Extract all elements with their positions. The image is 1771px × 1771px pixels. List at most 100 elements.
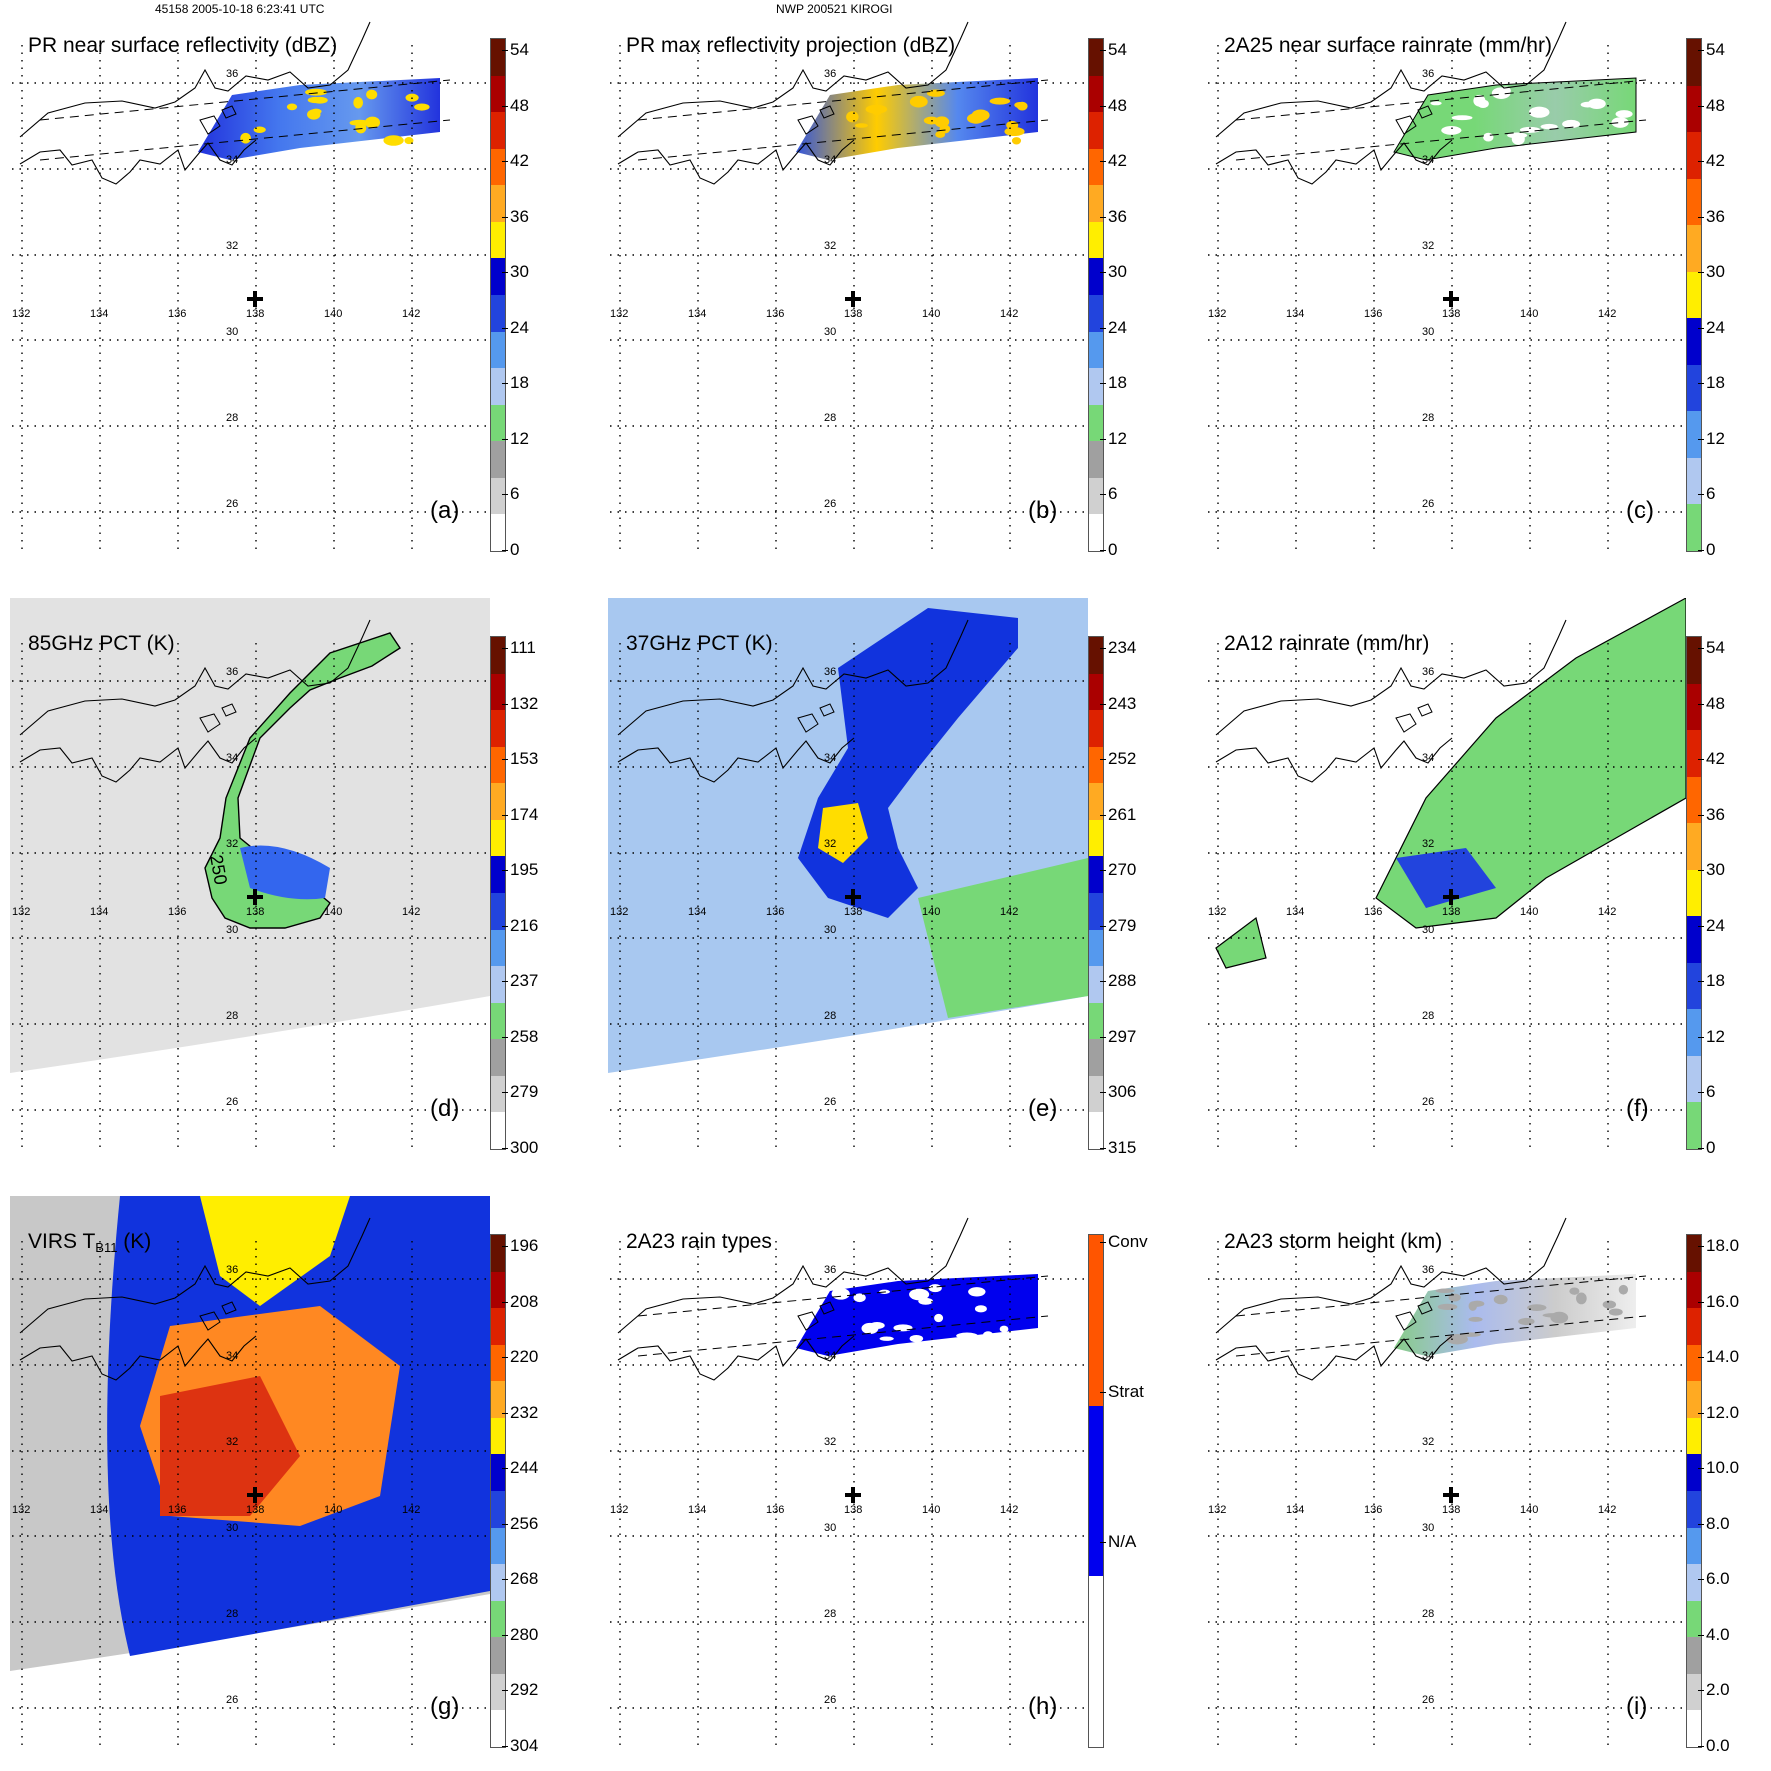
longitude-label: 142 — [1000, 308, 1018, 320]
colorbar-tick: 42 — [502, 151, 529, 171]
colorbar — [1686, 1234, 1702, 1748]
colorbar-segment — [491, 1075, 505, 1113]
colorbar-tick: 268 — [501, 1569, 539, 1589]
colorbar-tick: 6 — [1099, 484, 1118, 504]
colorbar-segment — [491, 514, 505, 551]
island-outline — [199, 105, 237, 135]
echo-cell — [853, 1293, 866, 1303]
latitude-label: 26 — [226, 1096, 238, 1108]
colorbar-tick: 111 — [502, 638, 536, 657]
colorbar-tick: 10.0 — [1697, 1458, 1740, 1478]
colorbar-segment — [491, 1527, 505, 1565]
echo-cell — [1483, 132, 1494, 142]
colorbar-tick: 244 — [501, 1458, 539, 1478]
echo-cell — [869, 1322, 885, 1329]
echo-cell — [1602, 1300, 1617, 1309]
colorbar-segment — [1687, 962, 1701, 1010]
colorbar-tick: 6 — [1697, 1082, 1716, 1102]
colorbar-segment — [1687, 1308, 1701, 1345]
colorbar-tick: 54 — [1100, 40, 1127, 59]
echo-cell — [934, 1313, 944, 1323]
longitude-label: 142 — [1000, 1504, 1018, 1516]
echo-cell — [1451, 115, 1473, 121]
colorbar-segment — [1687, 1491, 1701, 1528]
colorbar-segment — [1687, 683, 1701, 731]
colorbar-tick: 279 — [1099, 915, 1137, 935]
echo-cell — [414, 103, 430, 111]
colorbar-segment — [1089, 929, 1103, 967]
colorbar-segment — [491, 1308, 505, 1345]
colorbar-tick: 36 — [1698, 804, 1725, 824]
panel-label: (e) — [1028, 1095, 1058, 1122]
map-i: 132 134 136 138 140 142 36 34 32 30 28 26 — [1208, 1217, 1686, 1746]
echo-cell — [286, 103, 298, 111]
colorbar-segment — [491, 295, 505, 332]
colorbar-tick: 252 — [1099, 749, 1137, 769]
colorbar-tick: 48 — [1698, 95, 1725, 115]
panel-title: 2A23 storm height (km) — [1224, 1230, 1443, 1253]
panel-label: (d) — [430, 1095, 460, 1122]
longitude-label: 132 — [1208, 906, 1226, 918]
latitude-label: 36 — [824, 666, 836, 678]
swath-edge-line — [637, 1315, 1049, 1357]
colorbar-tick: 280 — [501, 1624, 539, 1644]
latitude-label: 30 — [824, 326, 836, 338]
echo-cell — [1615, 110, 1633, 118]
echo-cell — [312, 96, 328, 104]
echo-cell — [983, 1331, 993, 1338]
longitude-label: 142 — [402, 906, 420, 918]
longitude-label: 138 — [844, 906, 862, 918]
colorbar-segment — [1687, 132, 1701, 179]
echo-cell — [1587, 98, 1606, 109]
colorbar-tick: Conv — [1100, 1232, 1148, 1251]
swath-edge-line — [39, 119, 451, 161]
longitude-label: 132 — [12, 906, 30, 918]
colorbar-segment — [1089, 1576, 1103, 1747]
storm-center-marker — [247, 889, 263, 905]
colorbar-segment — [1089, 295, 1103, 332]
latitude-label: 36 — [1422, 666, 1434, 678]
echo-cell — [1468, 1301, 1477, 1311]
colorbar-segment — [1089, 368, 1103, 405]
colorbar-segment — [491, 1381, 505, 1418]
colorbar-tick: 196 — [501, 1236, 539, 1255]
colorbar-segment — [491, 783, 505, 820]
echo-cell — [1006, 120, 1019, 130]
colorbar-tick: 261 — [1099, 804, 1137, 824]
echo-cell — [999, 1325, 1009, 1333]
latitude-label: 32 — [824, 1436, 836, 1448]
longitude-label: 134 — [90, 906, 108, 918]
colorbar-segment — [1687, 1527, 1701, 1565]
panel-title: PR near surface reflectivity (dBZ) — [28, 34, 338, 57]
colorbar-segment — [1089, 514, 1103, 551]
colorbar-segment — [1089, 441, 1103, 478]
colorbar-segment — [1089, 819, 1103, 857]
colorbar-segment — [1687, 457, 1701, 505]
colorbar-segment — [491, 1039, 505, 1076]
latitude-label: 30 — [1422, 924, 1434, 936]
echo-cell — [1527, 1304, 1547, 1312]
colorbar-tick: 0.0 — [1698, 1736, 1730, 1755]
colorbar-segment — [491, 893, 505, 930]
longitude-label: 140 — [1520, 1504, 1538, 1516]
colorbar-segment — [1687, 1009, 1701, 1056]
colorbar-segment — [491, 746, 505, 784]
echo-cell — [939, 124, 951, 134]
colorbar-segment — [1687, 637, 1701, 684]
latitude-label: 34 — [226, 752, 238, 764]
island-outline — [797, 1301, 835, 1331]
echo-cell — [353, 96, 363, 109]
colorbar-tick: 216 — [501, 915, 539, 935]
colorbar-tick: 54 — [1698, 638, 1725, 657]
panel-label: (c) — [1626, 497, 1654, 524]
orbit-info: 45158 2005-10-18 6:23:41 UTC — [155, 2, 325, 16]
latitude-label: 34 — [824, 154, 836, 166]
colorbar-tick: 18 — [1698, 971, 1725, 991]
echo-cell — [1540, 123, 1558, 130]
map-h: 132 134 136 138 140 142 36 34 32 30 28 26 — [610, 1217, 1088, 1746]
coastline — [19, 21, 371, 185]
latitude-label: 26 — [824, 1096, 836, 1108]
colorbar-segment — [491, 929, 505, 967]
panel-title: 2A25 near surface rainrate (mm/hr) — [1224, 34, 1552, 57]
echo-cell — [1437, 1303, 1458, 1310]
